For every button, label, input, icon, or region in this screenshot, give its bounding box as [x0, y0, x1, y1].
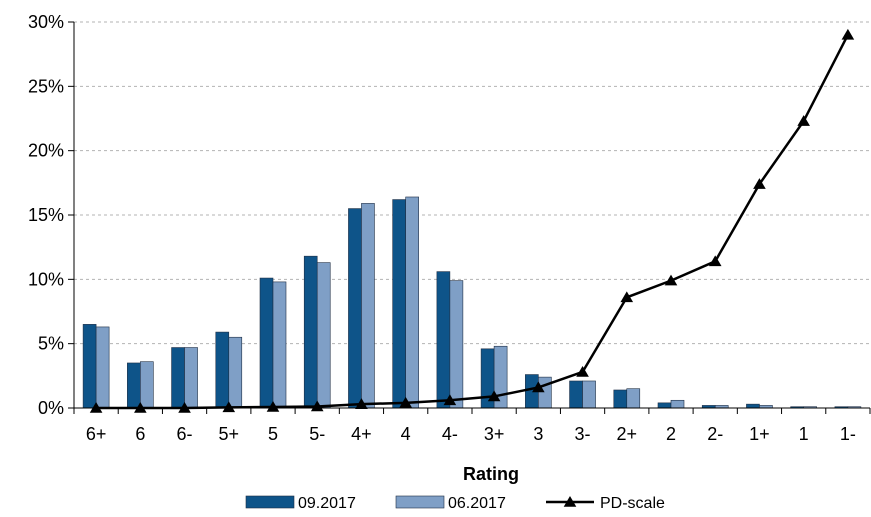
pd-scale-marker: [620, 291, 634, 303]
bars: [82, 196, 862, 409]
pd-scale-marker: [708, 255, 722, 267]
bar-09-2017: [127, 362, 141, 409]
bar-06-2017: [449, 280, 464, 409]
x-axis-label: Rating: [463, 464, 519, 484]
pd-scale-marker: [89, 402, 103, 413]
pd-scale-marker: [399, 396, 412, 408]
y-tick-label: 5%: [38, 334, 64, 354]
y-tick-label: 30%: [28, 12, 64, 32]
pd-scale-marker: [222, 401, 236, 413]
x-tick-label: 6-: [177, 424, 193, 444]
pd-scale-marker: [355, 398, 368, 409]
pd-scale-marker: [841, 28, 855, 40]
bar-06-2017: [538, 376, 552, 409]
bar-09-2017: [259, 277, 274, 409]
x-tick-label: 4: [401, 424, 411, 444]
bar-09-2017: [746, 403, 760, 409]
bar-06-2017: [272, 281, 287, 409]
x-tick-label: 2: [666, 424, 676, 444]
bar-09-2017: [613, 389, 628, 409]
legend-label: 06.2017: [448, 495, 506, 512]
x-tick-label: 1+: [749, 424, 770, 444]
pd-scale-marker: [134, 402, 147, 413]
bar-09-2017: [348, 208, 362, 409]
gridlines: [74, 21, 870, 345]
pd-scale-marker: [487, 390, 501, 402]
y-tick-label: 20%: [28, 141, 64, 161]
x-tick-label: 3: [533, 424, 543, 444]
x-tick-label: 5-: [309, 424, 325, 444]
bar-06-2017: [405, 196, 419, 409]
y-tick-label: 25%: [28, 76, 64, 96]
pd-scale-marker: [664, 274, 678, 286]
y-tick-label: 0%: [38, 398, 64, 418]
legend-swatch: [245, 495, 295, 509]
bar-06-2017: [140, 361, 154, 409]
bar-06-2017: [228, 336, 243, 409]
bar-09-2017: [215, 331, 230, 409]
bar-09-2017: [303, 255, 318, 409]
bar-09-2017: [82, 324, 97, 409]
y-tick-labels: 0% 5% 10% 15% 20% 25% 30%: [28, 12, 64, 418]
bar-06-2017: [582, 380, 596, 409]
x-tick-labels: 6+ 6 6- 5+ 5 5- 4+ 4 4- 3+ 3 3- 2+ 2 2- 1+ 1 1-: [86, 424, 856, 444]
bar-06-2017: [184, 347, 198, 409]
legend: 09.2017 06.2017 PD-scale: [245, 495, 665, 512]
pd-scale-marker: [310, 400, 324, 412]
x-tick-label: 5+: [219, 424, 240, 444]
pd-scale-marker: [753, 178, 766, 189]
pd-scale-marker: [576, 365, 589, 377]
pd-scale-marker: [797, 115, 810, 126]
x-tick-label: 6+: [86, 424, 107, 444]
x-tick-label: 1: [799, 424, 809, 444]
bar-09-2017: [171, 347, 185, 409]
pd-scale-marker: [266, 400, 280, 412]
legend-label: PD-scale: [600, 495, 665, 512]
bar-06-2017: [316, 262, 331, 409]
bar-09-2017: [392, 199, 406, 409]
bar-06-2017: [361, 203, 375, 409]
x-tick-label: 2+: [617, 424, 638, 444]
pd-scale-marker: [443, 394, 457, 406]
x-tick-label: 4+: [351, 424, 372, 444]
pd-scale-line: [96, 34, 850, 410]
x-tick-label: 1-: [840, 424, 856, 444]
pd-scale-marker: [178, 402, 191, 413]
legend-swatch: [395, 495, 445, 509]
x-tick-label: 5: [268, 424, 278, 444]
bar-09-2017: [569, 380, 583, 409]
bar-09-2017: [436, 271, 451, 409]
x-tick-label: 3+: [484, 424, 505, 444]
y-tick-label: 15%: [28, 205, 64, 225]
legend-label: 09.2017: [298, 495, 356, 512]
y-tick-label: 10%: [28, 269, 64, 289]
x-tick-label: 4-: [442, 424, 458, 444]
x-tick-label: 6: [135, 424, 145, 444]
legend-marker: [563, 496, 577, 507]
x-tick-label: 2-: [707, 424, 723, 444]
bar-09-2017: [657, 402, 672, 409]
bar-06-2017: [95, 326, 110, 409]
bar-06-2017: [670, 399, 685, 409]
pd-line: [89, 28, 855, 413]
x-tick-label: 3-: [575, 424, 591, 444]
bar-06-2017: [626, 388, 641, 409]
pd-scale-marker: [532, 381, 545, 393]
